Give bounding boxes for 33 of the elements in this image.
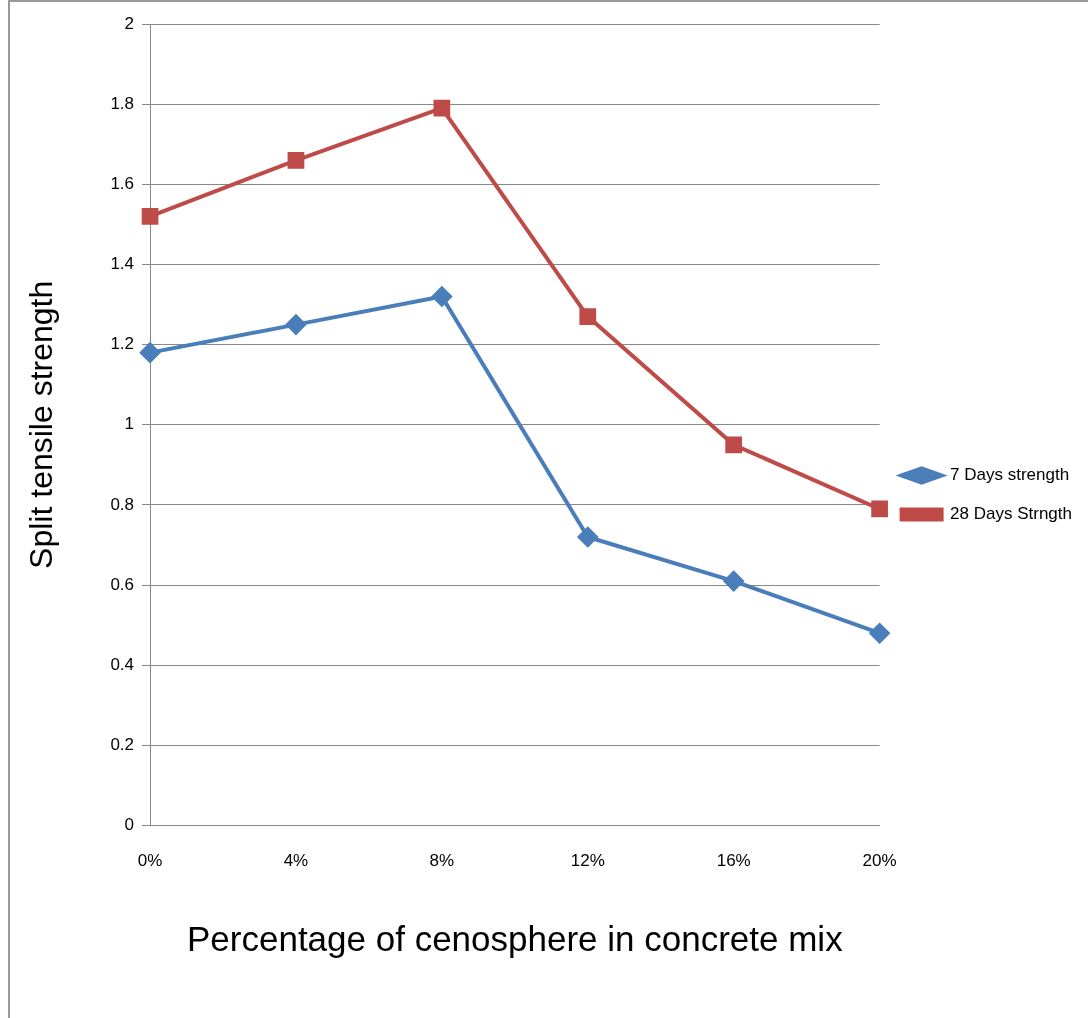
y-tick-label: 0.8 [110,494,135,514]
point [140,342,161,363]
point [725,436,743,454]
point [577,527,598,548]
point [869,623,890,644]
point [285,314,306,335]
y-tick-label: 0 [124,815,135,835]
point [287,151,305,169]
legend-label: 28 Days Strngth [950,504,1073,524]
point [431,286,452,307]
x-tick-label: 8% [429,851,455,871]
y-tick-label: 1.4 [110,254,135,274]
y-tick-label: 2 [124,13,135,33]
y-tick-label: 1.8 [110,93,135,113]
y-tick-label: 1.2 [110,334,135,354]
y-tick-label: 1 [124,414,135,434]
x-axis-title: Percentage of cenosphere in concrete mix [186,918,844,958]
point [579,308,597,325]
y-tick-label: 1.6 [110,174,135,194]
point [141,208,159,225]
x-tick-label: 4% [283,851,309,871]
x-tick-label: 20% [862,851,897,871]
x-tick-label: 16% [716,851,751,871]
x-tick-label: 12% [570,851,605,871]
x-tick-label: 0% [137,851,163,871]
y-axis-title: Split tensile strength [23,280,60,569]
point [433,99,451,117]
point [871,500,888,518]
y-tick-label: 0.2 [110,735,135,755]
y-tick-label: 0.6 [110,574,135,594]
y-tick-label: 0.4 [110,654,135,674]
legend-label: 7 Days strength [950,465,1070,485]
point [723,571,744,592]
